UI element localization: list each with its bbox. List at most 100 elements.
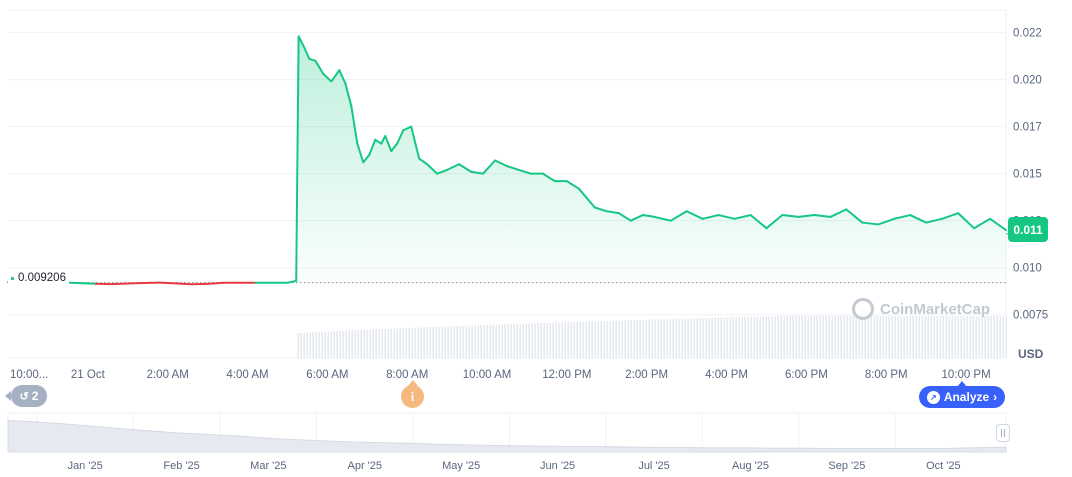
volume-bar bbox=[819, 316, 822, 358]
volume-bar bbox=[381, 329, 384, 358]
volume-bars bbox=[297, 316, 1008, 358]
volume-bar bbox=[495, 324, 498, 358]
volume-bar bbox=[597, 321, 600, 358]
volume-bar bbox=[297, 333, 300, 358]
price-line-segment bbox=[517, 168, 532, 175]
volume-bar bbox=[435, 326, 438, 358]
volume-bar bbox=[390, 328, 393, 358]
volume-bar bbox=[591, 321, 594, 358]
volume-bar bbox=[861, 316, 864, 358]
price-line-segment bbox=[593, 206, 608, 213]
price-line-segment bbox=[717, 214, 736, 220]
volume-bar bbox=[825, 316, 828, 358]
range-navigator[interactable]: Jan '25 Feb '25 Mar '25 Apr '25 May '25 Jun '… bbox=[7, 412, 1007, 472]
price-area-fill bbox=[298, 36, 1007, 283]
volume-bar bbox=[690, 318, 693, 358]
volume-bar bbox=[834, 316, 837, 358]
volume-bar bbox=[555, 322, 558, 358]
volume-bar bbox=[327, 331, 330, 358]
volume-bar bbox=[351, 330, 354, 358]
volume-bar bbox=[732, 317, 735, 358]
x-tick-label: 8:00 PM bbox=[865, 369, 908, 381]
volume-bar bbox=[915, 316, 918, 358]
volume-bar bbox=[570, 322, 573, 358]
price-line-segment bbox=[541, 172, 556, 183]
volume-bar bbox=[882, 316, 885, 358]
volume-bar bbox=[489, 324, 492, 358]
volume-bar bbox=[321, 331, 324, 358]
history-events-button[interactable]: ↺ 2 bbox=[5, 385, 47, 407]
volume-bar bbox=[921, 316, 924, 358]
volume-bar bbox=[384, 328, 387, 358]
volume-bar bbox=[783, 316, 786, 358]
volume-bar bbox=[990, 316, 993, 358]
volume-bar bbox=[324, 331, 327, 358]
volume-bar bbox=[687, 318, 690, 358]
volume-bar bbox=[981, 316, 984, 358]
coinmarketcap-logo-icon bbox=[852, 298, 874, 320]
price-line-segment bbox=[749, 214, 768, 230]
volume-bar bbox=[507, 324, 510, 358]
volume-bar bbox=[780, 316, 783, 358]
price-line-segment bbox=[158, 281, 177, 285]
volume-bar bbox=[318, 331, 321, 358]
volume-bar bbox=[741, 317, 744, 358]
volume-bar bbox=[336, 331, 339, 358]
volume-bar bbox=[585, 321, 588, 358]
analyze-button[interactable]: ↗ Analyze › bbox=[919, 381, 1005, 408]
price-line-segment bbox=[380, 135, 387, 145]
volume-bar bbox=[441, 326, 444, 358]
price-line-segment bbox=[577, 187, 596, 209]
volume-bar bbox=[777, 316, 780, 358]
price-line-segment bbox=[418, 157, 429, 166]
start-marker-icon bbox=[11, 276, 14, 280]
volume-bar bbox=[648, 319, 651, 358]
x-tick-label: 10:00 PM bbox=[941, 369, 990, 381]
volume-bar bbox=[360, 329, 363, 358]
volume-bar bbox=[462, 325, 465, 358]
price-line-segment bbox=[685, 210, 704, 220]
watermark-text: CoinMarketCap bbox=[880, 300, 991, 318]
volume-bar bbox=[894, 316, 897, 358]
volume-bar bbox=[438, 326, 441, 358]
volume-bar bbox=[849, 316, 852, 358]
price-line-segment bbox=[410, 125, 421, 160]
volume-bar bbox=[753, 316, 756, 358]
volume-bar bbox=[666, 319, 669, 358]
price-line-segment bbox=[653, 215, 672, 222]
volume-bar bbox=[405, 328, 408, 358]
info-event-marker[interactable]: i bbox=[401, 380, 424, 408]
volume-bar bbox=[993, 316, 996, 358]
volume-bar bbox=[831, 316, 834, 358]
volume-bar bbox=[813, 316, 816, 358]
volume-bar bbox=[903, 316, 906, 358]
volume-bar bbox=[951, 316, 954, 358]
volume-bar bbox=[300, 332, 303, 358]
y-tick-label: 0.0075 bbox=[1013, 310, 1048, 322]
volume-bar bbox=[885, 316, 888, 358]
price-line-segment bbox=[909, 214, 928, 224]
x-tick-label: 6:00 PM bbox=[785, 369, 828, 381]
volume-bar bbox=[465, 325, 468, 358]
volume-bar bbox=[897, 316, 900, 358]
price-line-segment bbox=[384, 135, 393, 153]
y-tick-label: 0.015 bbox=[1013, 169, 1042, 181]
volume-bar bbox=[450, 326, 453, 358]
volume-bar bbox=[636, 320, 639, 358]
volume-bar bbox=[756, 316, 759, 358]
volume-bar bbox=[678, 318, 681, 358]
volume-bar bbox=[963, 316, 966, 358]
price-line-segment bbox=[297, 35, 305, 47]
navigator-month-label: Feb '25 bbox=[163, 460, 199, 472]
volume-bar bbox=[786, 316, 789, 358]
x-tick-label: 2:00 PM bbox=[625, 369, 668, 381]
price-line-segment bbox=[295, 35, 300, 282]
price-line-segment bbox=[482, 159, 497, 175]
volume-bar bbox=[579, 321, 582, 358]
y-tick-label: 0.010 bbox=[1013, 263, 1042, 275]
volume-bar bbox=[417, 327, 420, 358]
navigator-handle[interactable] bbox=[996, 424, 1010, 442]
x-tick-label: 2:00 AM bbox=[147, 369, 189, 381]
price-line-segment bbox=[206, 281, 225, 285]
volume-bar bbox=[909, 316, 912, 358]
